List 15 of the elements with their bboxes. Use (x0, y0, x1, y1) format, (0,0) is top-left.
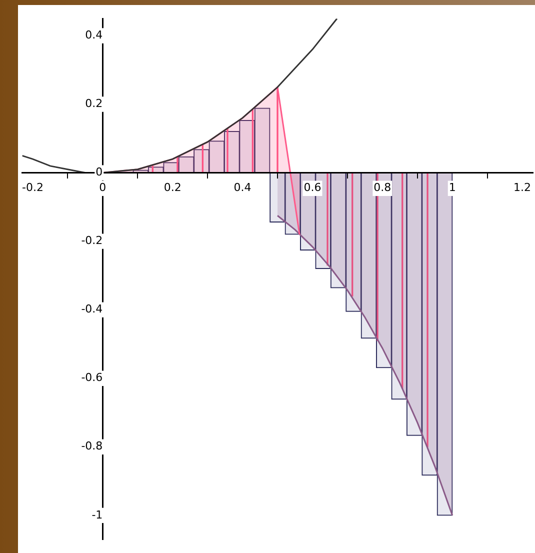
y-tick-label: -0.8 (81, 440, 103, 453)
y-tick-label: 0.4 (85, 28, 103, 42)
y-tick-label: -0.6 (81, 371, 103, 384)
x-tick-label: 0.6 (304, 181, 322, 194)
x-tick-label: 1 (448, 181, 456, 194)
y-tick-label: -1 (92, 508, 103, 522)
x-tick-label: 0.4 (234, 181, 252, 194)
x-tick-label: 1.2 (514, 181, 532, 194)
y-tick-label: 0.2 (85, 97, 103, 110)
x-tick-label: -0.2 (22, 181, 44, 194)
x-tick-label: 0.2 (164, 181, 182, 194)
y-tick-label: -0.2 (81, 234, 103, 248)
y-tick-label: 0 (96, 166, 103, 179)
x-tick-label: 0.8 (374, 181, 392, 194)
y-tick-label: -0.4 (81, 302, 103, 316)
